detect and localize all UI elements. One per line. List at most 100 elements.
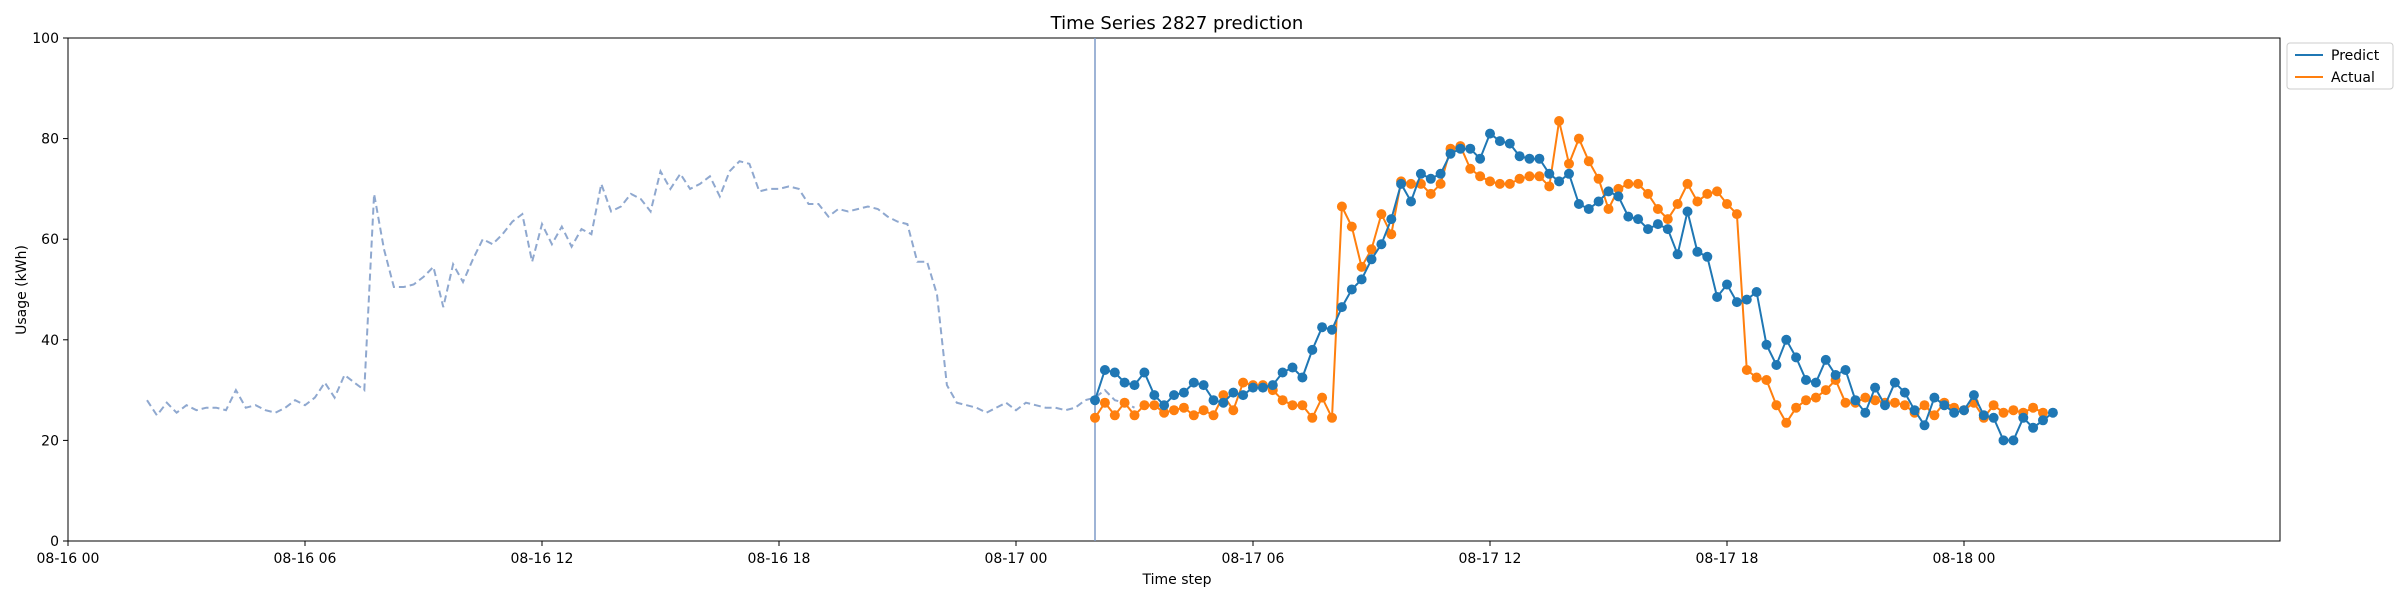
y-tick-label: 80 bbox=[41, 132, 59, 148]
actual-point bbox=[1218, 390, 1229, 401]
x-tick-label: 08-17 00 bbox=[985, 551, 1048, 567]
y-tick-label: 100 bbox=[32, 31, 59, 47]
predict-point bbox=[1564, 168, 1574, 179]
predict-point bbox=[1959, 405, 1969, 416]
legend: Predict Actual bbox=[2286, 42, 2394, 90]
predict-point bbox=[1475, 153, 1486, 164]
actual-point bbox=[1465, 163, 1476, 174]
actual-point bbox=[1870, 395, 1881, 406]
predict-point bbox=[1346, 284, 1357, 295]
predict-point bbox=[1593, 196, 1604, 207]
y-tick-label: 40 bbox=[41, 333, 59, 349]
predict-point bbox=[1583, 204, 1594, 214]
x-tick-label: 08-16 18 bbox=[748, 551, 811, 567]
predict-point bbox=[1228, 387, 1239, 398]
actual-point bbox=[1159, 407, 1170, 418]
y-tick-label: 0 bbox=[50, 534, 59, 550]
predict-point bbox=[1662, 224, 1673, 235]
predict-point bbox=[1860, 407, 1871, 418]
actual-point bbox=[1366, 244, 1377, 255]
actual-point bbox=[1652, 204, 1663, 214]
actual-point bbox=[1327, 412, 1337, 423]
actual-point bbox=[1514, 173, 1525, 184]
predict-point bbox=[1850, 395, 1861, 406]
actual-point bbox=[1524, 171, 1535, 182]
actual-point bbox=[1544, 181, 1555, 192]
predict-point bbox=[1741, 294, 1752, 305]
predict-point bbox=[1623, 211, 1634, 222]
actual-point bbox=[1178, 402, 1189, 413]
x-tick-label: 08-16 00 bbox=[37, 551, 100, 567]
actual-point bbox=[1504, 178, 1515, 189]
predict-point bbox=[1810, 377, 1821, 388]
actual-point bbox=[1731, 209, 1742, 220]
predict-point bbox=[1840, 365, 1851, 375]
actual-point bbox=[1356, 261, 1367, 272]
actual-point bbox=[1771, 400, 1782, 411]
predict-point bbox=[1238, 390, 1249, 401]
actual-point bbox=[1702, 188, 1713, 199]
predict-point bbox=[1257, 382, 1268, 393]
predict-point bbox=[1870, 382, 1881, 393]
actual-point bbox=[1988, 400, 1999, 411]
actual-point bbox=[1376, 209, 1387, 220]
actual-point bbox=[1307, 412, 1318, 423]
actual-point bbox=[1129, 410, 1140, 421]
predict-point bbox=[1919, 420, 1930, 431]
predict-point bbox=[1327, 324, 1337, 335]
predict-point bbox=[1406, 196, 1416, 207]
actual-point bbox=[1297, 400, 1308, 411]
actual-point bbox=[1791, 402, 1802, 413]
predict-point bbox=[1465, 143, 1476, 154]
predict-point bbox=[1712, 292, 1723, 302]
predict-point bbox=[1139, 367, 1150, 378]
predict-point bbox=[1356, 274, 1367, 285]
predict-point bbox=[1978, 410, 1989, 421]
actual-point bbox=[1336, 201, 1347, 212]
predict-point bbox=[1129, 380, 1140, 391]
predict-point bbox=[1277, 367, 1288, 378]
predict-point bbox=[1287, 362, 1298, 373]
actual-point bbox=[1682, 178, 1693, 189]
x-tick-label: 08-18 00 bbox=[1933, 551, 1996, 567]
predict-point bbox=[1573, 199, 1584, 209]
predict-point bbox=[1672, 249, 1683, 260]
predict-point bbox=[2047, 407, 2058, 418]
actual-point bbox=[1840, 397, 1851, 408]
x-tick-label: 08-17 12 bbox=[1459, 551, 1522, 567]
predict-point bbox=[1376, 239, 1387, 250]
actual-point bbox=[1188, 410, 1199, 421]
y-tick-label: 60 bbox=[41, 232, 59, 248]
predict-point bbox=[1485, 128, 1495, 139]
history-line bbox=[146, 160, 1135, 418]
actual-point bbox=[1317, 392, 1328, 403]
plot-area bbox=[67, 37, 2281, 542]
actual-point bbox=[1139, 400, 1150, 411]
predict-point bbox=[1781, 334, 1792, 345]
predict-point bbox=[1534, 153, 1545, 164]
actual-point bbox=[1277, 395, 1288, 406]
predict-point bbox=[1169, 390, 1179, 401]
predict-point bbox=[2038, 415, 2048, 426]
actual-point bbox=[1860, 392, 1871, 403]
actual-point bbox=[1899, 400, 1910, 411]
actual-point bbox=[1919, 400, 1930, 411]
predict-point bbox=[1544, 168, 1555, 179]
predict-point bbox=[1603, 186, 1614, 197]
actual-point bbox=[1435, 178, 1446, 189]
predict-point bbox=[1455, 143, 1466, 154]
actual-point bbox=[1198, 405, 1209, 416]
predict-point bbox=[1820, 354, 1831, 365]
chart-title: Time Series 2827 prediction bbox=[1050, 13, 1304, 34]
predict-point bbox=[1633, 214, 1644, 225]
actual-point bbox=[1119, 397, 1130, 408]
x-axis-label: Time step bbox=[1142, 572, 1212, 588]
predict-point bbox=[1998, 435, 2009, 446]
actual-point bbox=[1820, 385, 1831, 396]
predict-point bbox=[1909, 405, 1920, 416]
actual-point bbox=[2008, 405, 2019, 416]
actual-point bbox=[1564, 158, 1574, 169]
actual-point bbox=[1228, 405, 1239, 416]
predict-point bbox=[1307, 344, 1318, 355]
